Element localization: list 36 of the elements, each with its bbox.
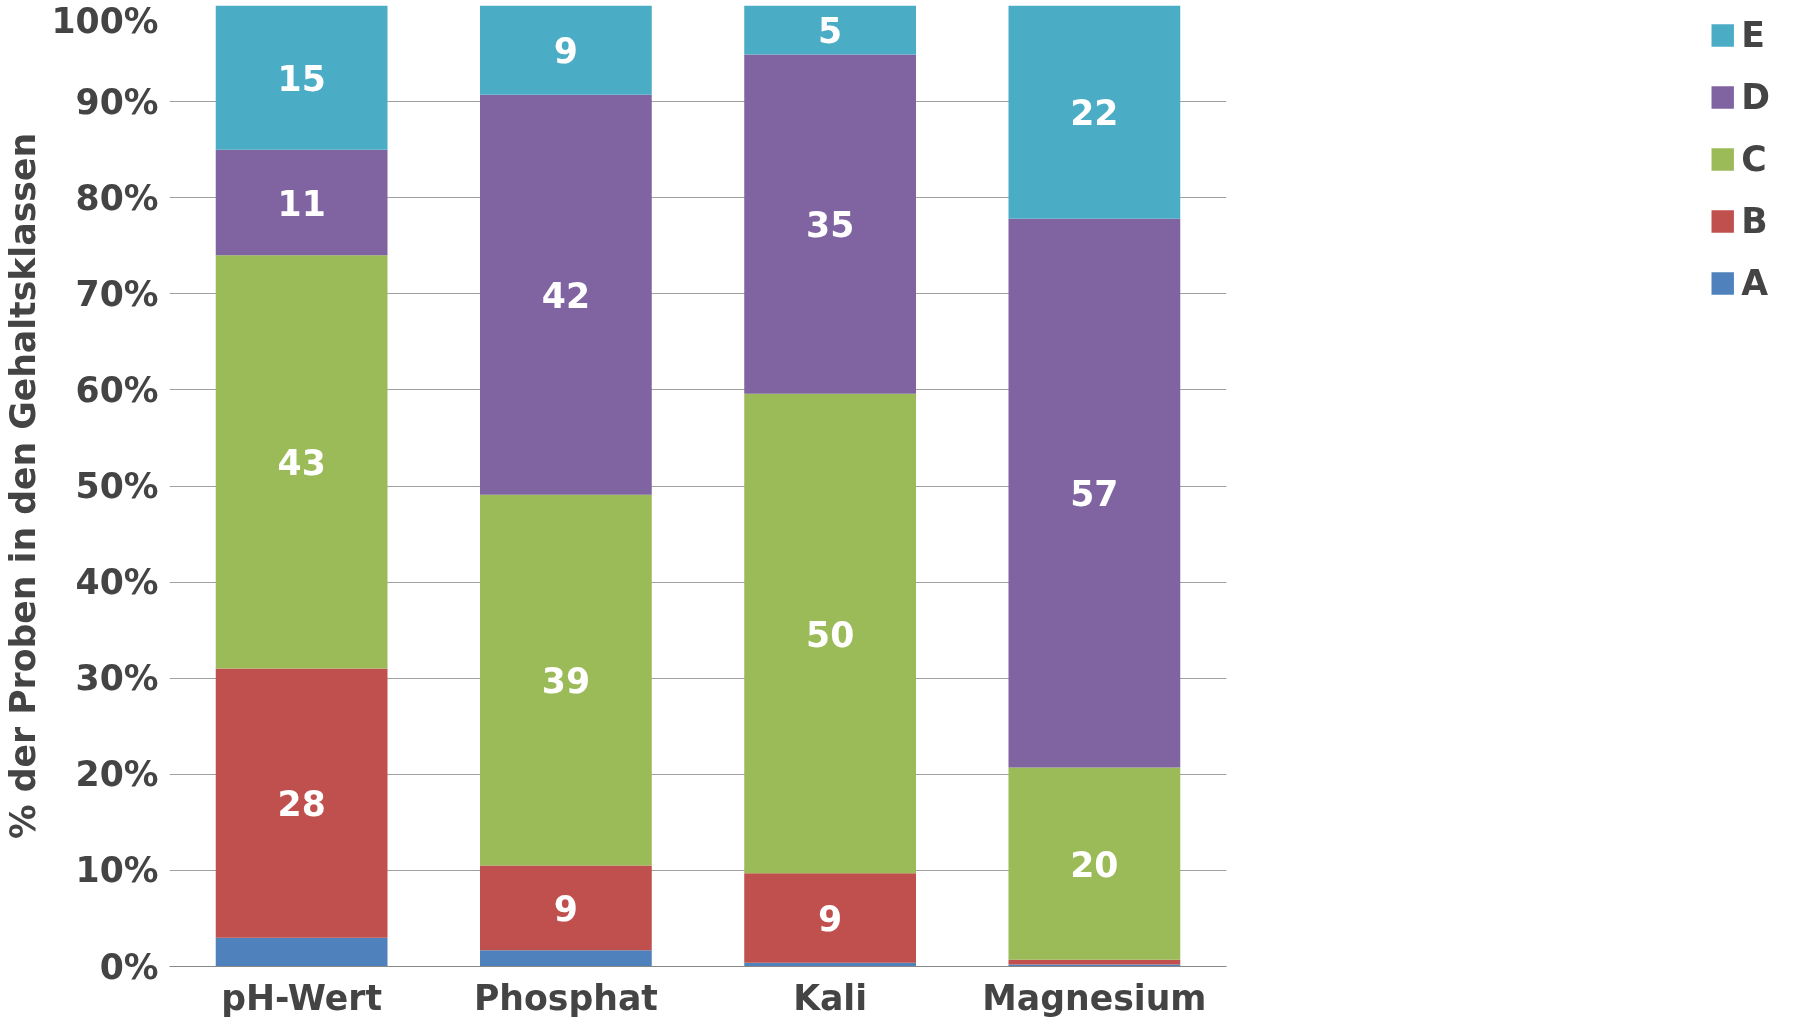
y-tick-label: 20% [75,754,159,795]
y-tick-label: 30% [75,658,159,699]
legend-label: A [1741,263,1769,303]
legend-label: C [1741,139,1767,179]
data-label: 15 [277,58,326,99]
y-tick-label: 90% [75,81,159,122]
data-label: 5 [818,11,843,52]
data-label: 42 [541,275,590,316]
y-tick-label: 0% [99,946,159,987]
x-tick-label: Magnesium [982,977,1207,1018]
y-axis-title: % der Proben in den Gehaltsklassen [3,132,44,840]
data-label: 9 [553,888,578,929]
x-tick-label: Phosphat [473,977,658,1018]
data-label: 50 [806,614,855,655]
data-label: 11 [277,183,326,224]
data-label: 20 [1070,844,1119,885]
data-label: 35 [806,205,855,246]
data-label: 57 [1070,474,1119,515]
y-tick-label: 40% [75,562,159,603]
y-tick-label: 70% [75,273,159,314]
data-label: 43 [277,442,326,483]
y-tick-label: 10% [75,850,159,891]
y-tick-label: 80% [75,177,159,218]
y-tick-label: 100% [51,0,159,41]
y-tick-label: 60% [75,369,159,410]
data-label: 39 [541,661,590,702]
data-label: 22 [1070,93,1119,134]
data-label: 28 [277,784,326,825]
y-tick-label: 50% [75,466,159,506]
data-label: 9 [553,31,578,72]
legend-label: D [1741,77,1770,117]
x-tick-label: Kali [793,977,868,1018]
legend-label: E [1741,15,1765,55]
data-label: 9 [818,898,843,939]
legend-label: B [1741,201,1768,241]
x-tick-label: pH-Wert [221,977,383,1018]
